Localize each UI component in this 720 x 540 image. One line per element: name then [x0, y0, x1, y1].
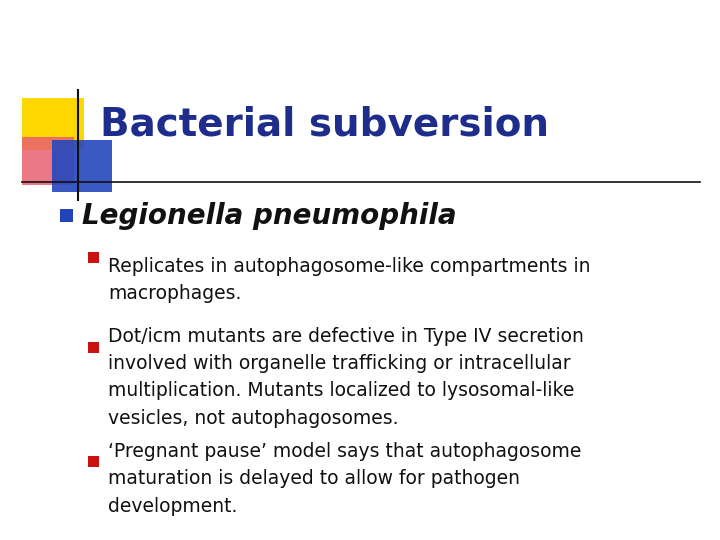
Bar — [22, 137, 74, 185]
Text: Dot/icm mutants are defective in Type IV secretion
involved with organelle traff: Dot/icm mutants are defective in Type IV… — [108, 327, 584, 428]
Bar — [22, 98, 84, 150]
Bar — [88, 252, 99, 263]
Text: Replicates in autophagosome-like compartments in
macrophages.: Replicates in autophagosome-like compart… — [108, 257, 590, 303]
Text: ‘Pregnant pause’ model says that autophagosome
maturation is delayed to allow fo: ‘Pregnant pause’ model says that autopha… — [108, 442, 581, 516]
Bar — [52, 140, 112, 192]
Bar — [60, 209, 73, 222]
Bar — [88, 342, 99, 353]
Text: Legionella pneumophila: Legionella pneumophila — [82, 202, 456, 230]
Bar — [88, 456, 99, 467]
Bar — [52, 140, 112, 192]
Text: Bacterial subversion: Bacterial subversion — [100, 106, 549, 144]
